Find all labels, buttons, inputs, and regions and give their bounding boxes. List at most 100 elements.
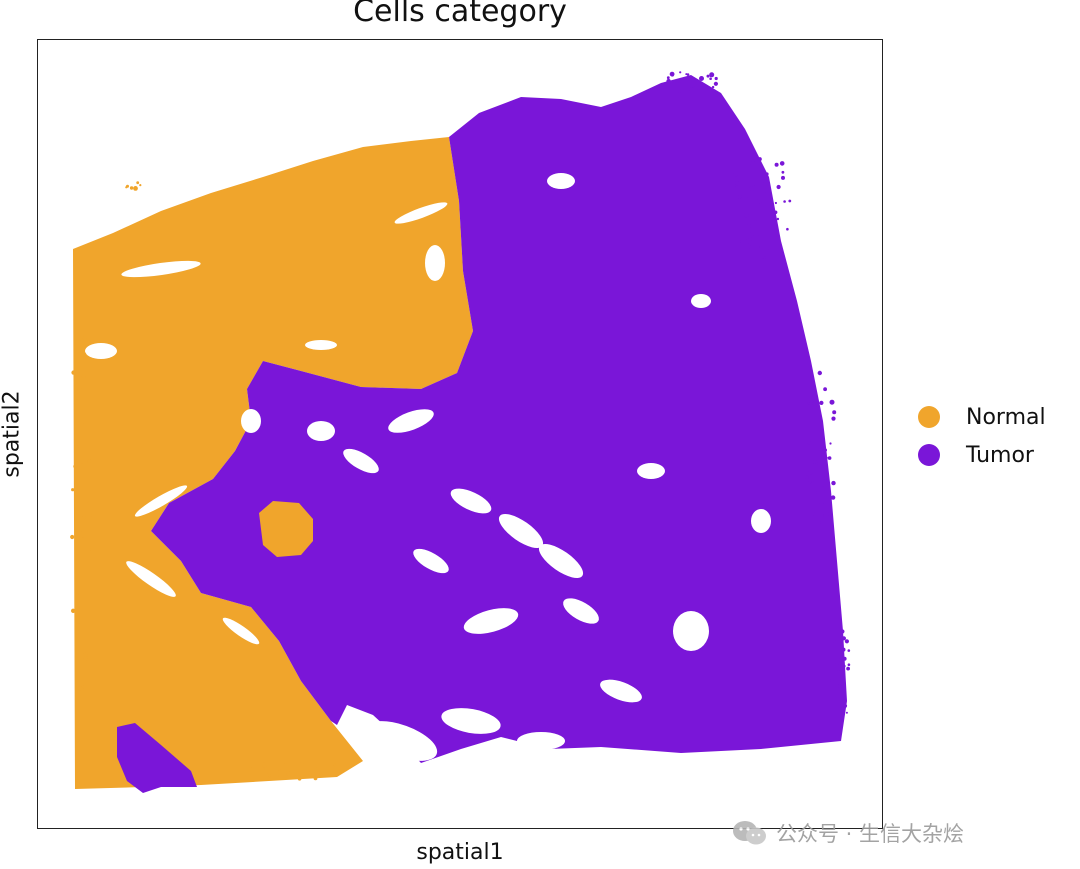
cell-dot bbox=[837, 669, 840, 672]
cell-dot bbox=[823, 514, 827, 518]
cell-dot bbox=[810, 511, 815, 516]
cell-dot bbox=[840, 678, 843, 682]
cell-dot bbox=[78, 686, 84, 691]
cell-dot bbox=[677, 82, 681, 86]
cell-dot bbox=[324, 772, 329, 777]
cell-dot bbox=[71, 370, 76, 375]
cell-dot bbox=[125, 186, 128, 189]
cell-dot bbox=[783, 200, 786, 203]
cell-dot bbox=[737, 194, 742, 199]
cell-dot bbox=[87, 459, 92, 463]
cell-dot bbox=[77, 445, 80, 448]
normal-region bbox=[73, 137, 473, 789]
cell-dot bbox=[300, 760, 304, 764]
cell-dot bbox=[825, 456, 828, 459]
tumor-patch bbox=[117, 723, 197, 793]
cell-dot bbox=[83, 656, 88, 661]
cell-dot bbox=[75, 397, 78, 400]
cell-dot bbox=[812, 394, 817, 399]
cell-dot bbox=[823, 464, 826, 467]
cell-dot bbox=[811, 481, 814, 484]
cell-dot bbox=[774, 162, 779, 167]
wechat-icon bbox=[733, 821, 766, 845]
cell-dot bbox=[129, 186, 134, 190]
cell-dot bbox=[71, 608, 76, 613]
cell-dot bbox=[779, 161, 785, 166]
cell-dot bbox=[827, 456, 832, 460]
cell-dot bbox=[835, 660, 840, 665]
cell-dot bbox=[820, 519, 826, 525]
cell-dot bbox=[745, 239, 750, 245]
cell-dot bbox=[318, 772, 323, 776]
cell-dot bbox=[807, 408, 813, 413]
cell-dot bbox=[812, 401, 816, 406]
cell-dot bbox=[830, 495, 836, 500]
cell-dot bbox=[786, 227, 789, 231]
cell-dot bbox=[70, 534, 75, 540]
cell-dot bbox=[133, 186, 138, 191]
cell-dot bbox=[766, 184, 771, 190]
y-axis-label: spatial2 bbox=[0, 390, 25, 478]
cell-dot bbox=[762, 179, 767, 184]
cell-dot bbox=[679, 71, 682, 74]
cell-dot bbox=[284, 761, 288, 764]
cell-dot bbox=[773, 210, 778, 215]
cell-dot bbox=[87, 547, 91, 551]
cell-dot bbox=[735, 185, 740, 190]
cell-dot bbox=[765, 248, 770, 253]
cell-dot bbox=[842, 656, 847, 661]
cell-dot bbox=[750, 161, 756, 166]
cell-dot bbox=[807, 402, 810, 405]
cell-dot bbox=[749, 231, 755, 236]
cell-dot bbox=[819, 502, 824, 508]
cell-dot bbox=[82, 515, 86, 520]
cell-dot bbox=[842, 703, 848, 709]
cell-dot bbox=[846, 666, 850, 671]
cell-dot bbox=[73, 464, 77, 469]
cell-dot bbox=[697, 87, 700, 90]
cell-dot bbox=[840, 671, 845, 676]
cell-dot bbox=[839, 707, 843, 712]
cell-dot bbox=[765, 172, 769, 176]
cell-dot bbox=[80, 463, 84, 467]
cell-dot bbox=[85, 364, 89, 368]
cell-dot bbox=[819, 454, 822, 457]
cell-dot bbox=[81, 535, 84, 538]
legend-marker-tumor bbox=[918, 444, 940, 466]
cell-dot bbox=[79, 527, 84, 532]
cell-dot bbox=[71, 488, 75, 492]
cell-dot bbox=[817, 370, 822, 376]
cell-dot bbox=[83, 652, 88, 657]
cell-dot bbox=[815, 462, 819, 465]
cell-dot bbox=[139, 184, 142, 187]
cell-dot bbox=[820, 486, 826, 491]
cell-dot bbox=[666, 78, 671, 84]
cell-dot bbox=[832, 410, 837, 415]
cell-dot bbox=[839, 660, 845, 666]
cell-dot bbox=[823, 448, 828, 452]
legend-marker-normal bbox=[918, 406, 940, 428]
cell-dots bbox=[70, 71, 851, 781]
legend-label-normal: Normal bbox=[966, 404, 1046, 430]
cell-dot bbox=[837, 684, 842, 689]
cell-dot bbox=[828, 512, 832, 516]
cell-dot bbox=[77, 388, 82, 393]
cell-dot bbox=[841, 636, 847, 641]
cell-dot bbox=[841, 647, 846, 652]
cell-dot bbox=[823, 387, 827, 392]
legend: Normal Tumor bbox=[918, 398, 1046, 474]
cell-dot bbox=[776, 184, 781, 190]
cell-dot bbox=[746, 244, 751, 249]
cell-dot bbox=[76, 623, 80, 626]
x-axis-label: spatial1 bbox=[416, 840, 504, 865]
cell-dot bbox=[666, 76, 670, 80]
cell-dot bbox=[820, 514, 824, 518]
cell-dot bbox=[830, 679, 834, 683]
cell-dot bbox=[333, 763, 336, 767]
cell-dot bbox=[806, 450, 812, 456]
cell-dot bbox=[677, 87, 683, 93]
chart-title: Cells category bbox=[353, 0, 567, 29]
legend-label-tumor: Tumor bbox=[966, 442, 1034, 468]
cell-dot bbox=[341, 766, 345, 770]
cell-dot bbox=[774, 201, 778, 205]
